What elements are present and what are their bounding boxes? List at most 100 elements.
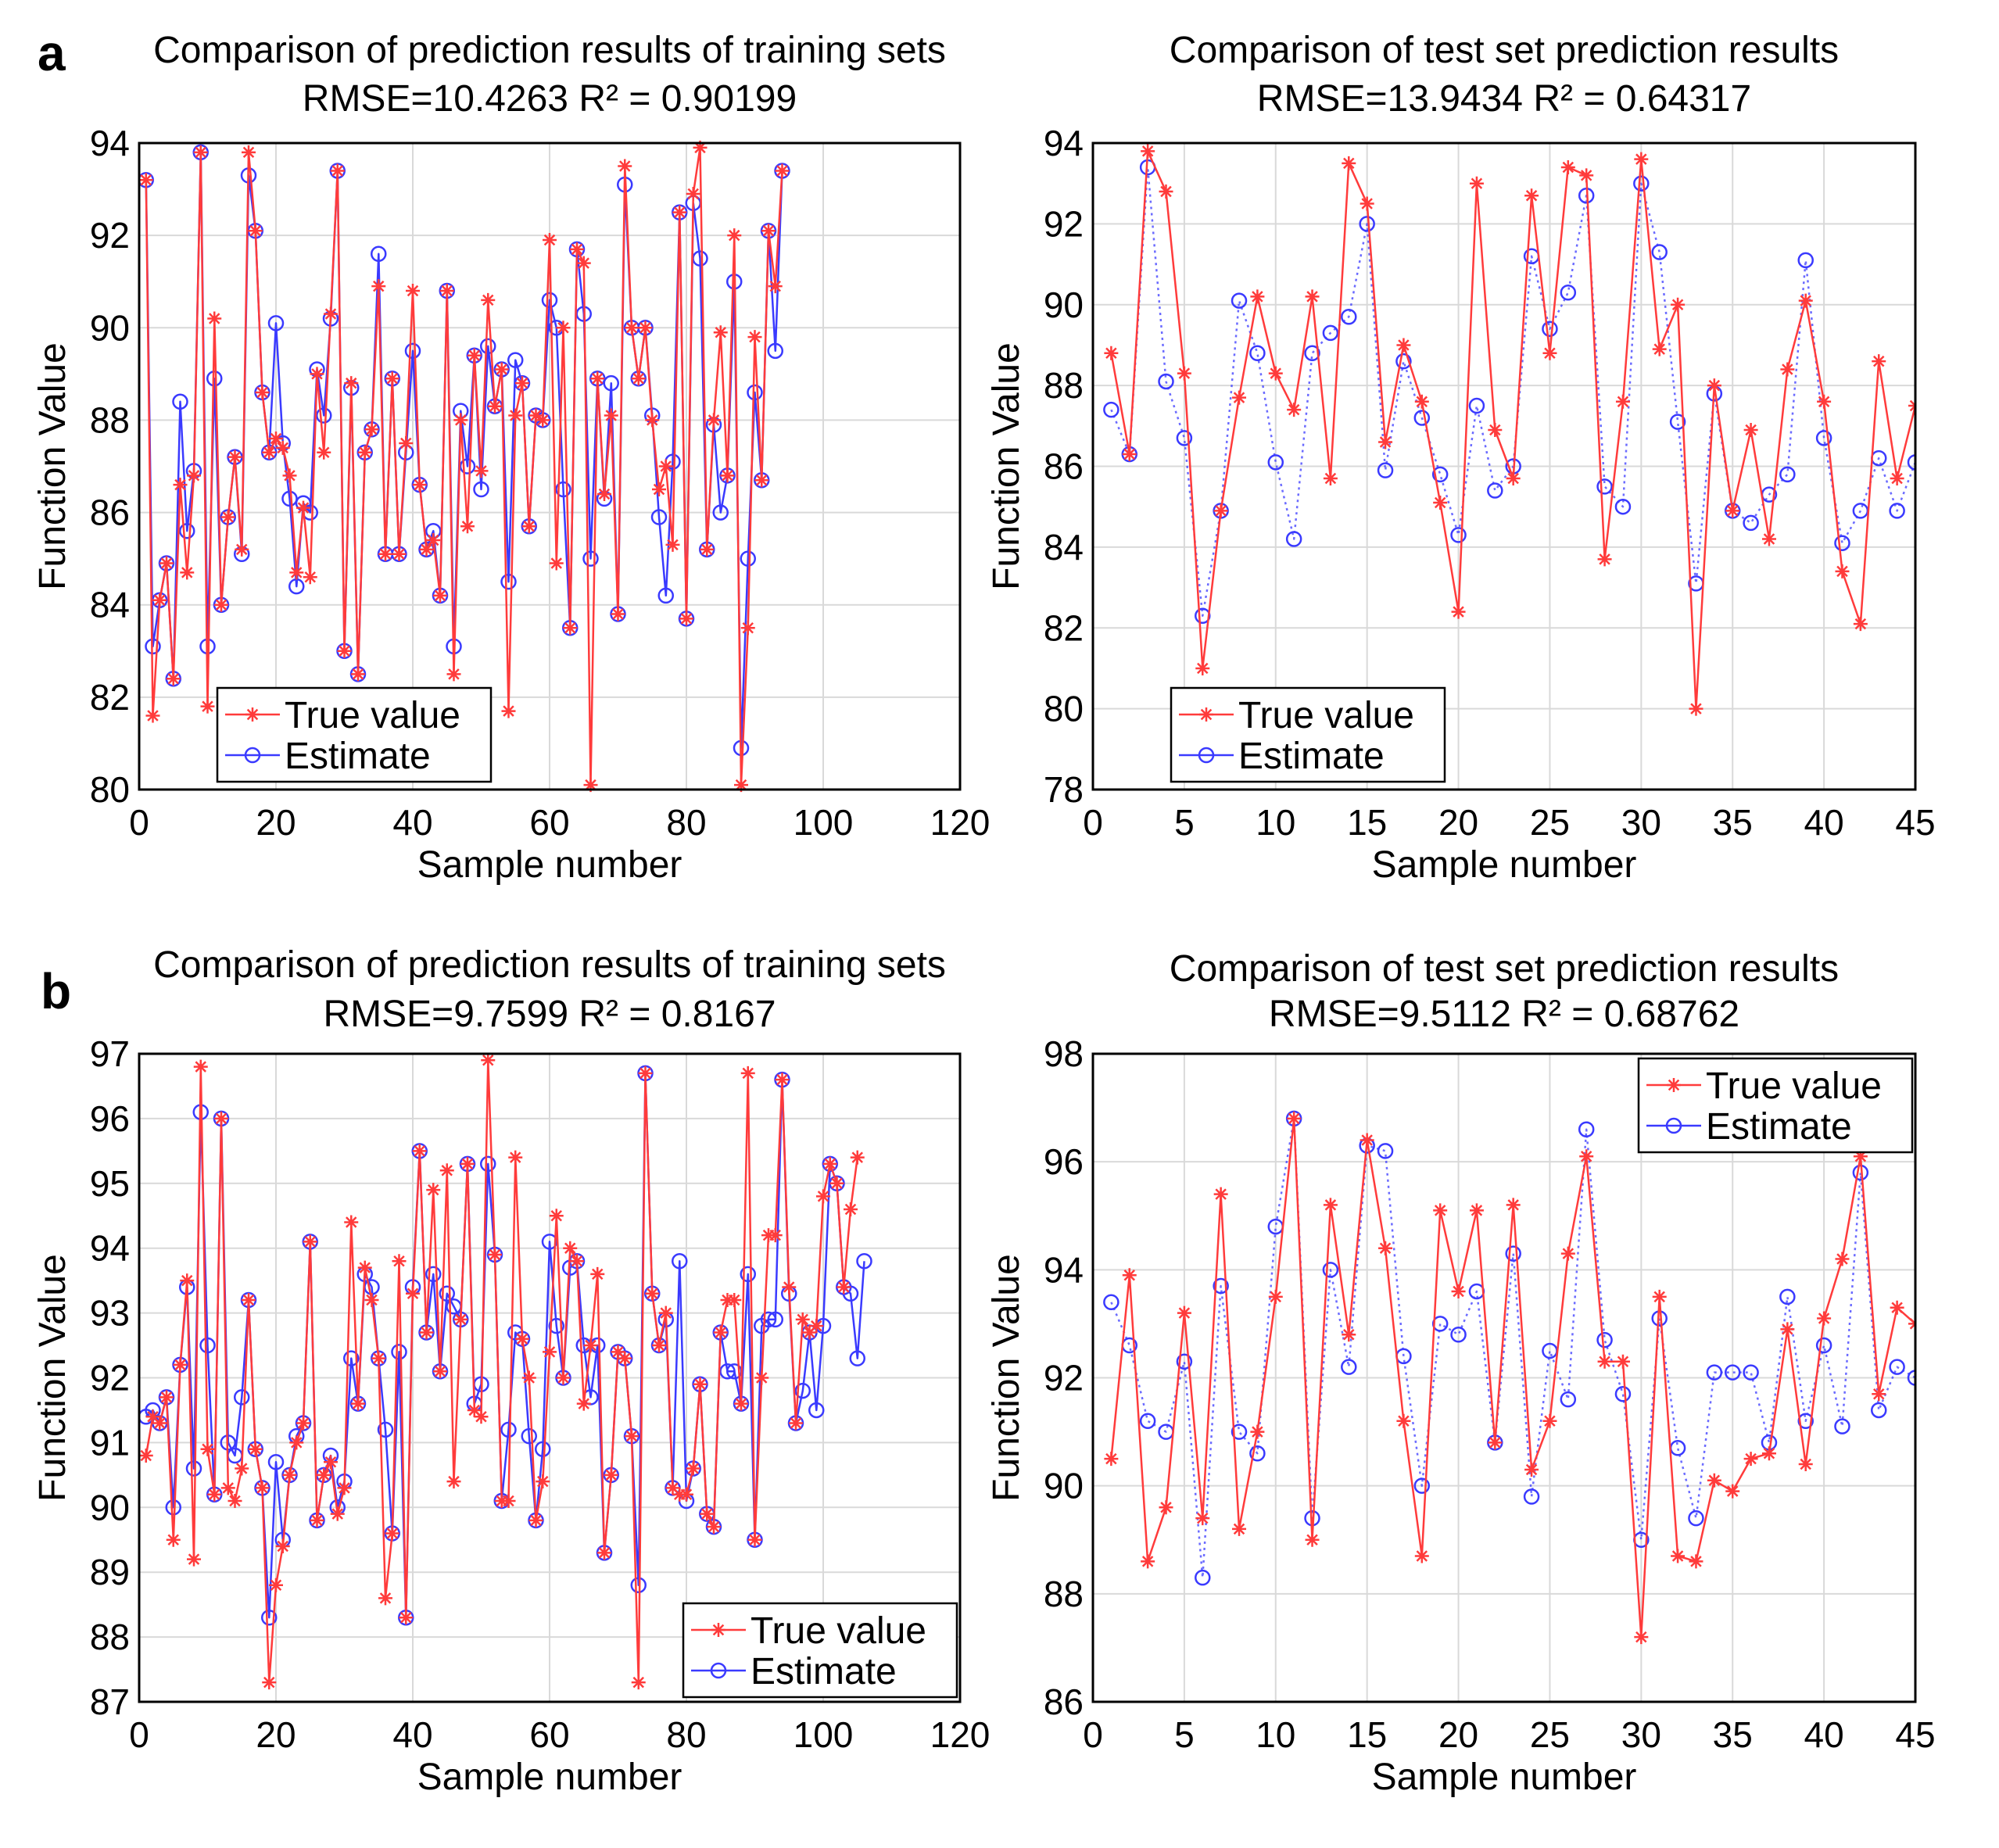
true-value-point (604, 408, 618, 423)
true-value-point (768, 1228, 783, 1243)
estimate-line (1110, 166, 1915, 617)
y-tick-label: 95 (90, 1163, 130, 1204)
legend-box (216, 686, 493, 783)
estimate-point (1834, 1418, 1850, 1434)
true-value-point (262, 1675, 277, 1690)
x-tick-label: 25 (1530, 1714, 1570, 1755)
legend-box (1170, 686, 1446, 783)
estimate-point (261, 1609, 278, 1626)
true-value-point (1597, 1354, 1612, 1369)
true-value-point (1414, 394, 1429, 409)
true-value-point (1488, 422, 1503, 437)
estimate-point (1431, 1316, 1449, 1332)
y-tick-label: 88 (1044, 1574, 1084, 1614)
true-value-point (173, 478, 188, 492)
true-value-point (193, 145, 208, 159)
estimate-point (500, 1421, 517, 1438)
true-value-point (474, 464, 489, 478)
true-value-point (460, 1156, 475, 1171)
true-value-point (289, 1435, 304, 1450)
true-value-point (220, 1481, 235, 1495)
true-value-point (1141, 144, 1155, 159)
true-value-point (789, 1416, 803, 1431)
true-value-point (782, 1280, 797, 1295)
estimate-point (1487, 482, 1503, 499)
y-tick-label: 88 (90, 399, 130, 440)
true-value-point (1104, 1452, 1119, 1467)
true-value-point (344, 1215, 359, 1230)
true-value-point (740, 1065, 755, 1080)
true-value-point (1506, 1198, 1521, 1212)
true-value-point (1195, 1511, 1210, 1526)
chart-2: Comparison of prediction results of trai… (32, 944, 990, 1798)
true-value-point (426, 1183, 441, 1198)
true-value-point (618, 159, 632, 174)
estimate-point (712, 504, 729, 521)
true-value-point (269, 432, 283, 446)
true-value-point (597, 486, 611, 501)
true-value-point (255, 1481, 270, 1495)
true-value-point (1305, 289, 1320, 304)
true-value-point (439, 284, 454, 299)
y-axis-label: Function Value (986, 1254, 1027, 1502)
true-value-point (1342, 1327, 1356, 1342)
chart-subtitle: RMSE=9.5112 R² = 0.68762 (1269, 994, 1739, 1035)
true-value-point (713, 1325, 728, 1340)
estimate-point (480, 338, 496, 355)
true-value-point (1725, 503, 1740, 518)
y-tick-label: 94 (90, 1228, 130, 1269)
y-tick-label: 86 (1044, 446, 1084, 487)
y-tick-label: 84 (1044, 527, 1084, 568)
true-value-point (1524, 1462, 1539, 1477)
true-value-point (693, 140, 708, 155)
x-tick-label: 35 (1713, 1714, 1753, 1755)
x-tick-label: 60 (529, 802, 569, 843)
estimate-point (371, 245, 387, 263)
true-value-point (501, 1494, 516, 1509)
true-value-point (275, 1539, 290, 1554)
true-value-point (658, 459, 673, 474)
true-value-point (145, 1409, 160, 1424)
true-value-point (536, 413, 550, 428)
true-value-point (679, 611, 693, 626)
true-value-point (180, 1273, 195, 1288)
chart-subtitle: RMSE=10.4263 R² = 0.90199 (303, 78, 797, 120)
y-tick-label: 92 (1044, 1358, 1084, 1399)
true-value-point (187, 468, 201, 483)
estimate-point (1651, 244, 1668, 260)
true-value-point (1469, 176, 1484, 191)
x-tick-label: 5 (1174, 802, 1195, 843)
true-value-point (1890, 1300, 1904, 1315)
true-value-point (152, 1416, 167, 1431)
estimate-point (234, 1389, 250, 1406)
x-tick-label: 100 (794, 802, 854, 843)
y-tick-label: 88 (90, 1617, 130, 1657)
y-tick-label: 94 (1044, 123, 1084, 163)
true-value-point (337, 643, 352, 658)
true-value-point (406, 1286, 420, 1301)
true-value-point (543, 233, 557, 248)
x-tick-label: 40 (392, 802, 432, 843)
true-value-point (521, 519, 536, 534)
y-tick-label: 88 (1044, 365, 1084, 406)
true-value-point (809, 1319, 824, 1334)
true-value-point (1743, 1452, 1758, 1467)
true-value-point (1323, 471, 1338, 486)
y-tick-label: 94 (1044, 1249, 1084, 1290)
true-value-point (556, 1370, 571, 1385)
true-value-point (1414, 1549, 1429, 1563)
true-value-point (255, 385, 270, 399)
true-value-point (488, 399, 502, 414)
true-value-point (590, 371, 605, 386)
true-value-point (549, 556, 564, 571)
true-value-point (412, 1144, 427, 1159)
true-value-point (734, 1396, 748, 1411)
true-value-point (1177, 366, 1191, 381)
true-value-point (282, 468, 297, 483)
true-value-point (700, 1506, 715, 1521)
y-tick-label: 89 (90, 1552, 130, 1592)
true-value-point (214, 1111, 228, 1126)
true-value-point (1360, 196, 1374, 211)
true-value-point (330, 163, 345, 178)
